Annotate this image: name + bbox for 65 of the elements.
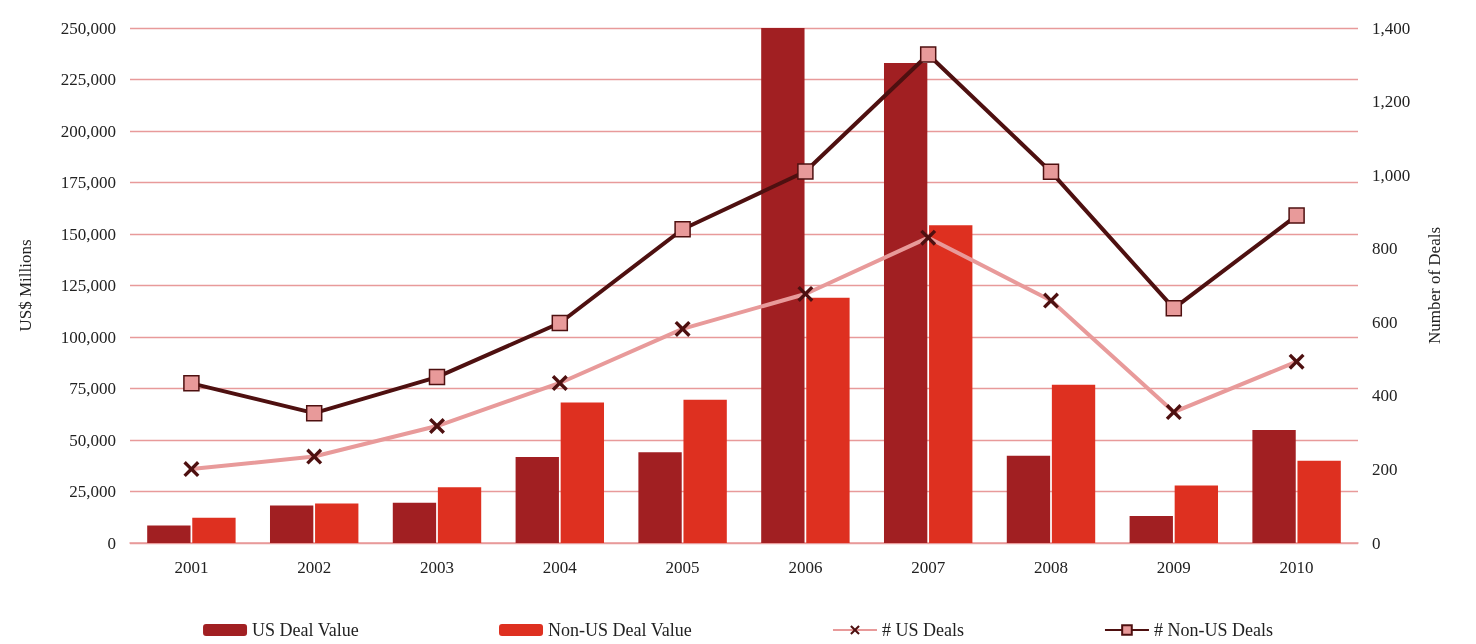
bar (1297, 460, 1341, 543)
bar (1006, 455, 1051, 543)
x-tick-label: 2008 (1034, 558, 1068, 577)
y2-tick-label: 600 (1372, 312, 1398, 332)
bar (1174, 485, 1219, 543)
y-tick-label: 25,000 (69, 482, 116, 501)
bar (560, 402, 605, 543)
legend-label: Non-US Deal Value (548, 620, 692, 640)
y-tick-label: 100,000 (60, 327, 116, 347)
point (1042, 163, 1060, 181)
x-tick-label: 2002 (297, 558, 332, 577)
point (919, 46, 937, 63)
bar (883, 63, 928, 543)
y2-tick-label: 0 (1372, 533, 1381, 553)
y-tick-label: 225,000 (60, 70, 116, 89)
bar (147, 525, 191, 543)
x-tick-label: 2003 (420, 558, 454, 577)
bar (392, 502, 437, 543)
bar (515, 457, 559, 543)
bar (1051, 384, 1096, 543)
y-tick-label: 250,000 (60, 18, 116, 38)
point (1165, 300, 1183, 317)
x-tick-label: 2001 (174, 558, 209, 577)
point (183, 375, 200, 392)
y2-tick-label: 1,400 (1372, 18, 1411, 38)
legend-label: # US Deals (881, 620, 964, 640)
bar (683, 399, 727, 543)
x-tick-label: 2004 (542, 558, 578, 577)
bar (192, 517, 236, 543)
x-tick-label: 2005 (665, 558, 700, 577)
y-tick-label: 125,000 (60, 276, 116, 295)
y2-tick-label: 1,200 (1372, 92, 1411, 112)
y-axis-title: US$ Millions (16, 239, 35, 332)
point (674, 220, 691, 238)
legend-label: US Deal Value (252, 620, 359, 640)
x-tick-label: 2007 (911, 558, 946, 577)
bar (761, 28, 805, 543)
point (1288, 207, 1305, 224)
point (428, 368, 446, 386)
x-tick-label: 2009 (1156, 558, 1191, 577)
y2-tick-label: 800 (1372, 239, 1398, 259)
y-tick-label: 75,000 (69, 379, 116, 398)
y-tick-label: 0 (107, 533, 116, 553)
x-tick-label: 2006 (788, 558, 823, 577)
y2-tick-label: 1,000 (1372, 165, 1411, 185)
x-tick-label: 2010 (1279, 558, 1314, 577)
y-tick-label: 50,000 (69, 430, 116, 450)
point (551, 314, 569, 332)
bar (437, 487, 482, 543)
y2-axis-title: Number of Deals (1425, 226, 1444, 345)
point (305, 404, 323, 422)
y2-tick-label: 400 (1372, 386, 1398, 406)
bar (1252, 430, 1296, 543)
bar (1129, 516, 1173, 543)
y2-tick-label: 200 (1372, 459, 1398, 479)
point (797, 163, 814, 180)
bar (269, 505, 314, 543)
bar (315, 503, 359, 543)
bar (806, 297, 850, 543)
legend-label: # Non-US Deals (1153, 620, 1273, 640)
y-tick-label: 175,000 (60, 173, 116, 192)
bar (638, 452, 682, 543)
y-tick-label: 200,000 (60, 121, 116, 141)
bar (929, 225, 973, 543)
y-tick-label: 150,000 (60, 224, 116, 244)
